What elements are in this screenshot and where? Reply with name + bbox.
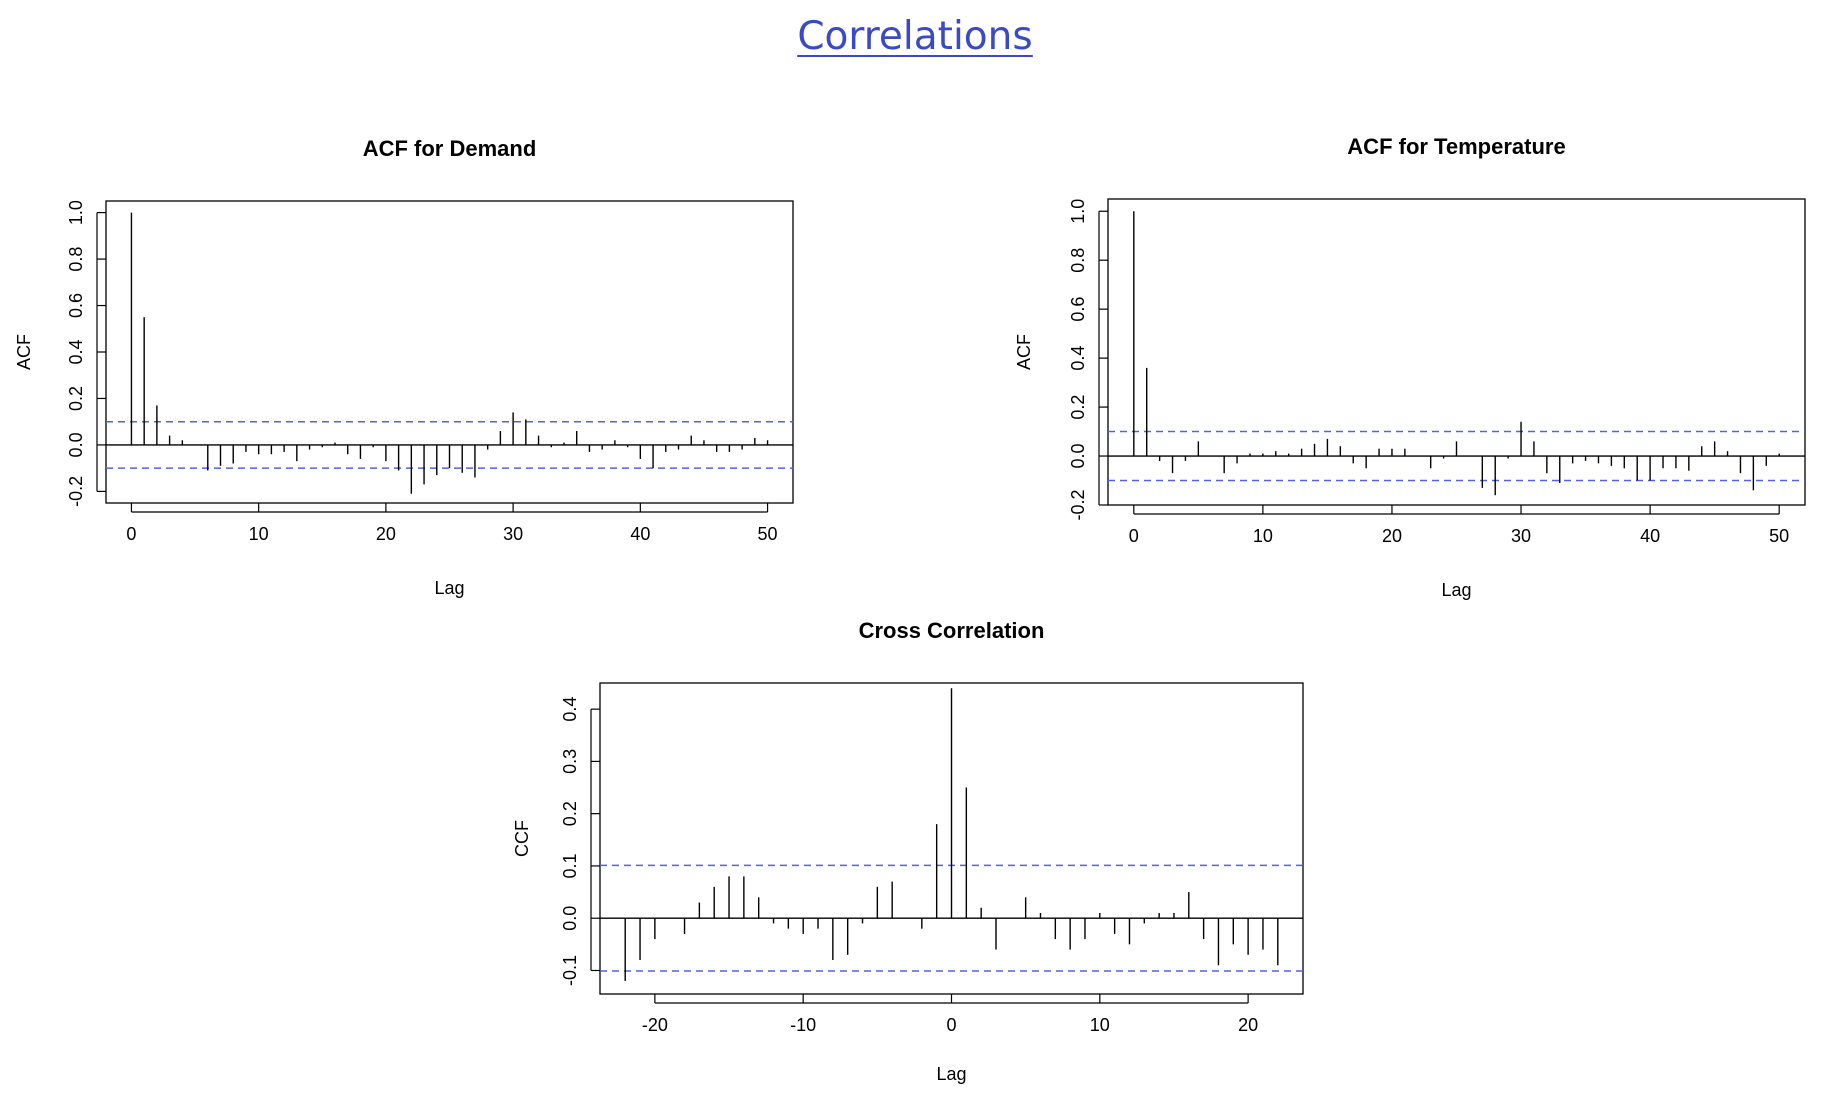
y-tick-label: 0.4 — [1068, 346, 1088, 371]
x-tick-label: 50 — [1769, 526, 1789, 546]
y-tick-label: 0.4 — [560, 697, 580, 722]
x-tick-label: 40 — [1640, 526, 1660, 546]
x-tick-label: 0 — [946, 1015, 956, 1035]
y-tick-label: 0.2 — [1068, 395, 1088, 420]
x-tick-label: 40 — [630, 524, 650, 544]
y-tick-label: -0.2 — [66, 476, 86, 507]
x-tick-label: 50 — [758, 524, 778, 544]
correlations-link[interactable]: Correlations — [797, 14, 1033, 59]
x-tick-label: 10 — [1090, 1015, 1110, 1035]
x-axis-title: Lag — [936, 1064, 966, 1084]
x-tick-label: 0 — [126, 524, 136, 544]
acf-demand-chart: ACF for Demand 0 10 20 30 40 50 -0.2 0.0 0.2 0.4 0.… — [0, 120, 900, 610]
acf-temperature-svg: ACF for Temperature 0 10 20 30 40 50 -0.2 0.0 0.2… — [1014, 134, 1806, 600]
y-tick-label: 0.3 — [560, 749, 580, 774]
x-tick-label: 30 — [1511, 526, 1531, 546]
x-tick-label: 0 — [1129, 526, 1139, 546]
y-tick-label: 0.6 — [1068, 297, 1088, 322]
y-tick-label: 0.0 — [560, 906, 580, 931]
plot-frame — [1107, 198, 1806, 506]
x-tick-label: 20 — [1238, 1015, 1258, 1035]
chart-title: ACF for Temperature — [1347, 134, 1565, 159]
acf-demand-svg: ACF for Demand 0 10 20 30 40 50 -0.2 0.0 0.2 0.4 0.… — [14, 136, 794, 598]
y-tick-label: -0.1 — [560, 955, 580, 986]
x-tick-label: -20 — [642, 1015, 668, 1035]
page-title[interactable]: Correlations — [0, 14, 1830, 59]
acf-temperature-chart: ACF for Temperature 0 10 20 30 40 50 -0.2 0.0 0.2… — [1000, 120, 1830, 610]
y-tick-label: 0.2 — [66, 386, 86, 411]
x-tick-label: 20 — [376, 524, 396, 544]
x-axis-title: Lag — [434, 578, 464, 598]
y-tick-label: 0.1 — [560, 853, 580, 878]
y-axis-title: CCF — [512, 820, 532, 857]
y-tick-label: 0.2 — [560, 801, 580, 826]
cross-correlation-chart: Cross Correlation -20 -10 0 10 20 -0.1 0.0 0.1 0.… — [500, 610, 1360, 1100]
y-tick-label: 0.0 — [66, 432, 86, 457]
x-tick-label: 20 — [1382, 526, 1402, 546]
x-tick-label: 10 — [1253, 526, 1273, 546]
x-tick-label: 10 — [249, 524, 269, 544]
chart-title: ACF for Demand — [363, 136, 537, 161]
x-tick-label: -10 — [790, 1015, 816, 1035]
y-tick-label: 1.0 — [66, 200, 86, 225]
chart-title: Cross Correlation — [859, 618, 1045, 643]
y-tick-label: 0.0 — [1068, 444, 1088, 469]
y-tick-label: -0.2 — [1068, 489, 1088, 520]
y-tick-label: 0.8 — [66, 247, 86, 272]
x-axis-title: Lag — [1441, 580, 1471, 600]
y-tick-label: 0.8 — [1068, 248, 1088, 273]
x-tick-label: 30 — [503, 524, 523, 544]
y-axis-title: ACF — [1014, 334, 1034, 370]
y-tick-label: 0.6 — [66, 293, 86, 318]
cross-correlation-svg: Cross Correlation -20 -10 0 10 20 -0.1 0.0 0.1 0.… — [512, 618, 1304, 1084]
y-tick-label: 1.0 — [1068, 199, 1088, 224]
y-tick-label: 0.4 — [66, 339, 86, 364]
y-axis-title: ACF — [14, 334, 34, 370]
